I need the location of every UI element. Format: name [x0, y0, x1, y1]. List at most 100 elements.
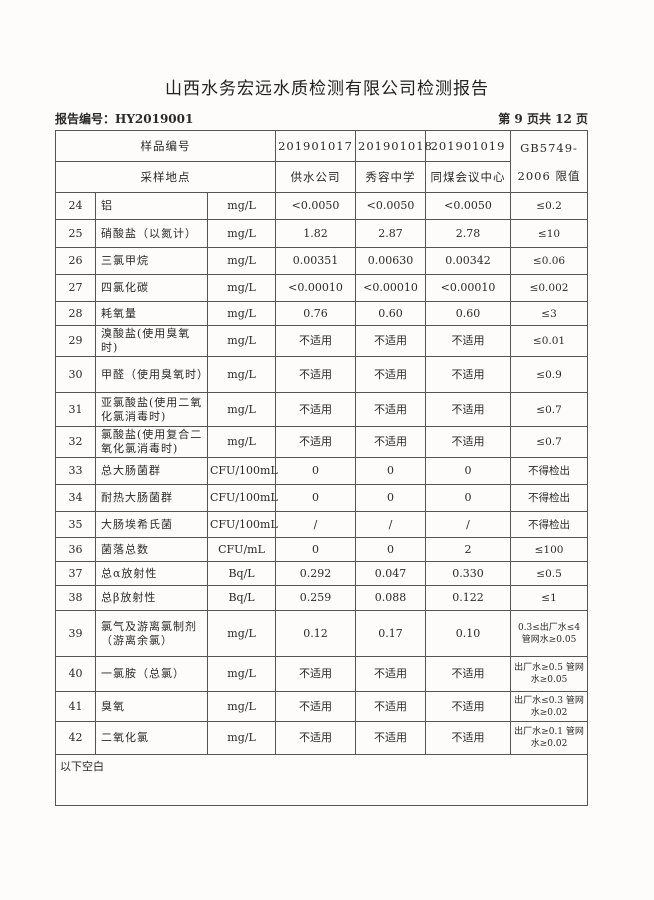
item-name: 亚氯酸盐(使用二氧化氯消毒时) — [95, 392, 208, 427]
unit: mg/L — [206, 356, 277, 393]
row-number: 39 — [55, 610, 96, 657]
result-value: 不适用 — [355, 392, 427, 427]
result-value: 0.088 — [355, 585, 427, 611]
report-title: 山西水务宏远水质检测有限公司检测报告 — [165, 79, 489, 99]
item-name: 甲醛（使用臭氧时） — [95, 356, 208, 393]
item-name: 氯气及游离氯制剂（游离余氯） — [95, 610, 208, 657]
result-value: <0.0050 — [355, 192, 427, 220]
result-value: 2.78 — [425, 219, 512, 248]
item-name: 臭氧 — [95, 691, 208, 722]
result-value: 不适用 — [275, 656, 357, 692]
result-value: 不适用 — [355, 656, 427, 692]
result-value: 不适用 — [275, 691, 357, 722]
unit: mg/L — [206, 392, 277, 427]
header-row-sample-no: 样品编号 201901017 201901018 201901019 GB574… — [54, 130, 589, 193]
result-value: 不适用 — [425, 325, 512, 357]
result-value: / — [275, 511, 357, 538]
table-row: 24 铝 mg/L <0.0050 <0.0050 <0.0050 ≤0.2 — [55, 192, 589, 220]
result-value: 不适用 — [425, 426, 512, 458]
result-value: 不适用 — [355, 426, 427, 458]
standard-header: GB5749- 2006 限值 — [510, 130, 589, 193]
result-value: 0.60 — [355, 301, 427, 326]
unit: mg/L — [206, 691, 277, 722]
result-value: 0.330 — [425, 561, 512, 586]
result-value: 不适用 — [425, 656, 512, 692]
result-value: 不适用 — [275, 325, 357, 357]
row-number: 27 — [55, 274, 96, 302]
item-name: 总β放射性 — [95, 585, 208, 611]
unit: CFU/mL — [206, 537, 277, 562]
limit-value: ≤100 — [510, 537, 589, 562]
result-value: 0.047 — [355, 561, 427, 586]
unit: mg/L — [206, 301, 277, 326]
row-number: 24 — [55, 192, 96, 220]
result-value: <0.00010 — [355, 274, 427, 302]
limit-value: ≤10 — [510, 219, 589, 248]
limit-value: 出厂水≥0.5 管网水≥0.05 — [510, 656, 589, 692]
result-value: 0.259 — [275, 585, 357, 611]
limit-value: ≤0.06 — [510, 247, 589, 275]
table-row: 35 大肠埃希氏菌 CFU/100mL / / / 不得检出 — [55, 511, 589, 538]
item-name: 硝酸盐（以氮计） — [95, 219, 208, 248]
limit-value: ≤0.01 — [510, 325, 589, 357]
row-number: 26 — [55, 247, 96, 275]
result-value: 0 — [425, 457, 512, 485]
unit: CFU/100mL — [206, 457, 278, 485]
result-value: 不适用 — [355, 721, 427, 755]
sample-no-label: 样品编号 — [54, 130, 277, 162]
result-value: 0 — [355, 457, 427, 485]
footer-note: 以下空白 — [54, 754, 589, 806]
table-row: 28 耗氧量 mg/L 0.76 0.60 0.60 ≤3 — [55, 301, 589, 326]
table-row: 37 总α放射性 Bq/L 0.292 0.047 0.330 ≤0.5 — [55, 561, 589, 586]
result-value: 不适用 — [355, 356, 427, 393]
table-row: 36 菌落总数 CFU/mL 0 0 2 ≤100 — [55, 537, 589, 562]
limit-value: ≤3 — [510, 301, 589, 326]
limit-value: 出厂水≥0.1 管网水≥0.02 — [510, 721, 589, 755]
unit: mg/L — [206, 274, 277, 302]
unit: mg/L — [206, 192, 277, 220]
unit: Bq/L — [206, 585, 277, 611]
row-number: 42 — [55, 721, 96, 755]
unit: mg/L — [206, 325, 277, 357]
table-row: 30 甲醛（使用臭氧时） mg/L 不适用 不适用 不适用 ≤0.9 — [55, 356, 589, 393]
result-value: <0.00010 — [425, 274, 512, 302]
result-value: 0 — [275, 457, 357, 485]
sample-no: 201901019 — [425, 130, 512, 162]
table-row: 27 四氯化碳 mg/L <0.00010 <0.00010 <0.00010 ≤0.002 — [55, 274, 589, 302]
item-name: 二氧化氯 — [95, 721, 208, 755]
item-name: 菌落总数 — [95, 537, 208, 562]
limit-value: 出厂水≤0.3 管网水≥0.02 — [510, 691, 589, 722]
table-row: 33 总大肠菌群 CFU/100mL 0 0 0 不得检出 — [55, 457, 589, 485]
result-value: 0.00342 — [425, 247, 512, 275]
result-value: / — [425, 511, 512, 538]
row-number: 38 — [55, 585, 96, 611]
item-name: 耐热大肠菌群 — [95, 484, 208, 512]
standard-line1: GB5749- — [520, 140, 578, 155]
row-number: 35 — [55, 511, 96, 538]
result-value: 不适用 — [275, 721, 357, 755]
limit-value: 不得检出 — [510, 457, 589, 485]
result-value: 0 — [355, 537, 427, 562]
table-row: 25 硝酸盐（以氮计） mg/L 1.82 2.87 2.78 ≤10 — [55, 219, 589, 248]
result-value: 不适用 — [355, 325, 427, 357]
result-value: 0 — [355, 484, 427, 512]
report-number: 报告编号：HY2019001 — [55, 112, 194, 126]
limit-value: ≤0.002 — [510, 274, 589, 302]
row-number: 36 — [55, 537, 96, 562]
limit-value: ≤0.7 — [510, 392, 589, 427]
limit-value: 不得检出 — [510, 484, 589, 512]
unit: mg/L — [206, 219, 277, 248]
result-value: <0.00010 — [275, 274, 357, 302]
row-number: 32 — [55, 426, 96, 458]
item-name: 耗氧量 — [95, 301, 208, 326]
item-name: 铝 — [95, 192, 208, 220]
table-row: 39 氯气及游离氯制剂（游离余氯） mg/L 0.12 0.17 0.10 0.3≤出厂水≤… — [55, 610, 589, 657]
results-table: 样品编号 201901017 201901018 201901019 GB574… — [54, 130, 589, 806]
row-number: 41 — [55, 691, 96, 722]
result-value: 不适用 — [425, 356, 512, 393]
result-value: 不适用 — [425, 392, 512, 427]
result-value: 不适用 — [275, 356, 357, 393]
result-value: / — [355, 511, 427, 538]
result-value: <0.0050 — [425, 192, 512, 220]
result-value: 1.82 — [275, 219, 357, 248]
